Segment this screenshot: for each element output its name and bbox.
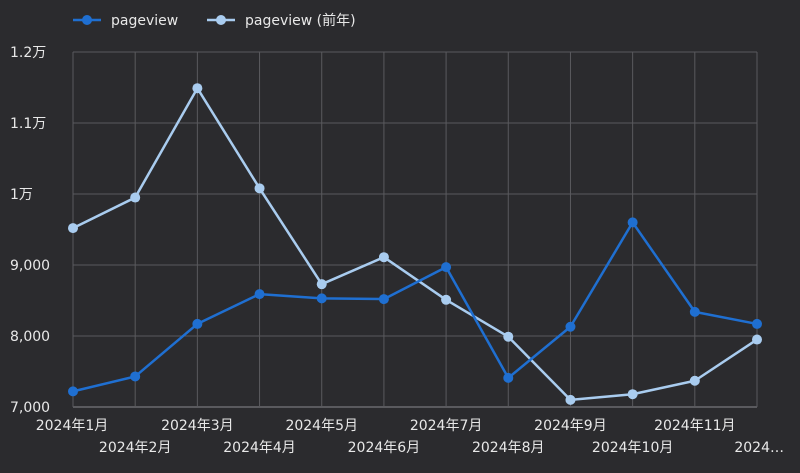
- data-point[interactable]: [752, 334, 762, 345]
- data-point[interactable]: [68, 386, 78, 397]
- series-0: [68, 217, 762, 397]
- x-axis-tick-labels: 2024年1月 2024年2月 2024年3月 2024年4月 2024年5月 2024年…: [36, 418, 784, 456]
- legend-marker: [82, 15, 92, 25]
- series-1: [68, 83, 762, 405]
- data-point[interactable]: [441, 294, 452, 305]
- data-point[interactable]: [316, 293, 327, 304]
- legend: pageview pageview (前年): [73, 12, 356, 29]
- legend-item[interactable]: pageview: [73, 13, 178, 29]
- data-point[interactable]: [689, 306, 700, 317]
- data-point[interactable]: [68, 223, 78, 234]
- series-line: [72, 86, 758, 402]
- y-tick-label: 1.1万: [10, 116, 46, 132]
- data-point[interactable]: [503, 372, 514, 383]
- data-point[interactable]: [627, 389, 638, 400]
- data-point[interactable]: [378, 252, 389, 263]
- data-point[interactable]: [752, 318, 762, 329]
- x-tick-label: 2024年3月: [161, 418, 234, 434]
- series: [68, 83, 762, 405]
- x-tick-label: 2024年2月: [99, 440, 172, 456]
- data-point[interactable]: [627, 217, 638, 228]
- data-point[interactable]: [441, 262, 452, 273]
- legend-item[interactable]: pageview (前年): [207, 12, 356, 29]
- legend-label: pageview: [111, 13, 178, 29]
- data-point[interactable]: [565, 394, 576, 405]
- x-tick-label: 2024年11月: [654, 418, 735, 434]
- legend-label: pageview (前年): [245, 12, 356, 29]
- data-point[interactable]: [378, 294, 389, 305]
- x-tick-label: 2024年8月: [472, 440, 545, 456]
- data-point[interactable]: [254, 289, 265, 300]
- x-tick-label: 2024年4月: [223, 440, 296, 456]
- y-axis-tick-labels: 7,000 8,000 9,000 1万 1.1万 1.2万: [10, 45, 50, 416]
- grid: [72, 51, 758, 408]
- x-tick-label: 2024年5月: [285, 418, 358, 434]
- data-point[interactable]: [192, 318, 203, 329]
- y-tick-label: 1万: [10, 187, 33, 203]
- data-point[interactable]: [254, 183, 265, 194]
- data-point[interactable]: [316, 279, 327, 290]
- data-point[interactable]: [130, 371, 141, 382]
- data-point[interactable]: [130, 192, 141, 203]
- x-tick-label: 2024年6月: [348, 440, 421, 456]
- y-tick-label: 1.2万: [10, 45, 46, 61]
- y-tick-label: 7,000: [10, 400, 50, 416]
- x-tick-label: 2024年10月: [592, 440, 673, 456]
- x-tick-label: 2024年9月: [534, 418, 607, 434]
- data-point[interactable]: [689, 375, 700, 386]
- legend-marker: [216, 15, 226, 25]
- data-point[interactable]: [565, 321, 576, 332]
- series-line: [72, 221, 758, 393]
- y-tick-label: 8,000: [10, 329, 50, 345]
- y-tick-label: 9,000: [10, 258, 50, 274]
- data-point[interactable]: [192, 83, 203, 94]
- x-tick-label: 2024年7月: [410, 418, 483, 434]
- x-tick-label: 2024年1月: [36, 418, 109, 434]
- x-tick-label: 2024…: [734, 440, 784, 456]
- data-point[interactable]: [503, 331, 514, 342]
